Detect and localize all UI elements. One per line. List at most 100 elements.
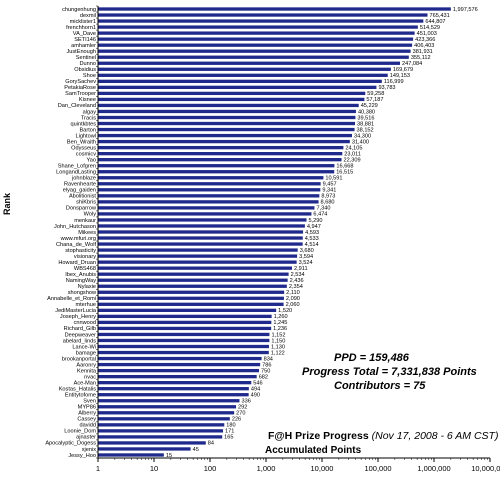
category-label: www.mfuri.org	[60, 236, 96, 242]
category-label: SamTrooper	[65, 91, 96, 97]
value-label: 1,152	[271, 332, 285, 338]
bar	[98, 326, 272, 331]
value-label: 34,300	[354, 133, 371, 139]
value-label: 355,112	[411, 55, 431, 61]
value-label: 16,668	[336, 164, 353, 170]
category-label: Annabelle_et_Romi	[47, 296, 96, 302]
value-label: 180	[226, 423, 235, 429]
bar	[98, 85, 377, 90]
category-label: visionary	[74, 254, 96, 260]
value-label: 1,260	[274, 314, 288, 320]
category-label: Odysseus	[71, 145, 96, 151]
value-label: 1,236	[273, 326, 287, 332]
category-label: Woly	[84, 212, 97, 218]
value-label: 514,529	[420, 25, 440, 31]
category-label: Ben_Wraith	[67, 139, 96, 145]
bar	[98, 260, 297, 264]
bar	[98, 290, 285, 294]
value-label: 169,679	[393, 67, 413, 73]
bar	[98, 242, 303, 246]
bar	[98, 67, 391, 71]
value-label: 2,534	[291, 272, 305, 278]
category-label: Lightowl	[75, 133, 96, 139]
bar	[98, 399, 240, 403]
bar	[98, 381, 252, 385]
category-label: bamage	[76, 350, 96, 356]
x-tick-label: 100	[204, 464, 217, 473]
x-tick-label: 10,000	[311, 464, 334, 473]
category-label: menkaur	[74, 218, 96, 224]
category-label: davidd	[80, 423, 96, 429]
bar	[98, 332, 270, 337]
category-label: micklister1	[70, 19, 96, 25]
value-label: 1,245	[273, 320, 287, 326]
category-label: Chana_de_Wolf	[56, 242, 96, 248]
bar	[98, 224, 305, 228]
value-label: 247,084	[402, 61, 422, 67]
category-label: SETI146	[74, 37, 96, 43]
category-label: Joseph_Henry	[60, 314, 96, 320]
value-label: 765,431	[430, 13, 450, 19]
bar	[98, 13, 428, 17]
bar	[98, 31, 415, 35]
chart-title: F@H Prize Progress (Nov 17, 2008 - 6 AM …	[268, 430, 498, 442]
value-label: 3,594	[299, 254, 313, 260]
bar	[98, 447, 191, 451]
value-label: 38,152	[357, 127, 374, 133]
category-label: Deepweaver	[65, 332, 97, 338]
category-label: Shane_Lofgren	[58, 164, 96, 170]
bar	[98, 145, 344, 150]
value-label: 2,090	[286, 296, 300, 302]
x-axis-label: Accumulated Points	[265, 445, 362, 456]
bar	[98, 176, 324, 180]
bar	[98, 170, 335, 174]
bar	[98, 308, 277, 312]
contributors-annotation: Contributors = 75	[334, 380, 426, 392]
category-label: Entitytofome	[65, 393, 96, 399]
category-label: brookanportal	[62, 356, 96, 362]
bar	[98, 356, 262, 361]
category-label: cnnwood	[74, 320, 96, 326]
value-label: 7,340	[316, 206, 330, 212]
category-label: Lance-Wi	[72, 344, 96, 350]
value-label: 270	[236, 411, 245, 417]
value-label: 8,973	[321, 194, 335, 200]
value-label: 292	[238, 405, 247, 411]
category-label: Aaronry	[76, 362, 96, 368]
bar	[98, 43, 413, 47]
bar	[98, 152, 343, 156]
category-label: Alberry	[78, 411, 96, 417]
value-label: 406,403	[414, 43, 434, 49]
value-label: 2,060	[286, 302, 300, 308]
bar	[98, 97, 365, 102]
value-label: 9,457	[323, 182, 337, 188]
value-label: 93,783	[378, 85, 395, 91]
bar	[98, 158, 342, 162]
bar	[98, 25, 418, 29]
bar	[98, 393, 249, 397]
bar	[98, 248, 298, 252]
value-label-group: 1,997,576765,431644,807514,529451,003423…	[166, 7, 478, 459]
value-label: 2,354	[289, 284, 303, 290]
category-label-group: chungenhungdexmilmicklister1frenchhorn1V…	[45, 7, 97, 459]
category-label: algay	[83, 109, 97, 115]
value-label: 15	[166, 453, 172, 459]
value-label: 786	[262, 362, 271, 368]
bar	[98, 272, 289, 276]
category-label: Apocalyptic_Dogess	[45, 441, 96, 447]
category-label: PetakiaRose	[64, 85, 96, 91]
value-label: 31,400	[352, 139, 369, 145]
x-tick-label: 10,000,000	[471, 464, 500, 473]
value-label: 40,380	[358, 109, 375, 115]
value-label: 57,187	[366, 97, 383, 103]
value-label: 381,931	[413, 49, 433, 55]
category-label: Abolitionist	[69, 194, 96, 200]
bar	[98, 49, 411, 53]
value-label: 494	[251, 386, 260, 392]
category-label: Ibex_Anubis	[65, 272, 96, 278]
bar	[98, 320, 272, 325]
bar	[98, 182, 321, 186]
value-label: 24,105	[345, 145, 362, 151]
category-label: xjenix	[82, 447, 97, 453]
bar	[98, 441, 206, 445]
